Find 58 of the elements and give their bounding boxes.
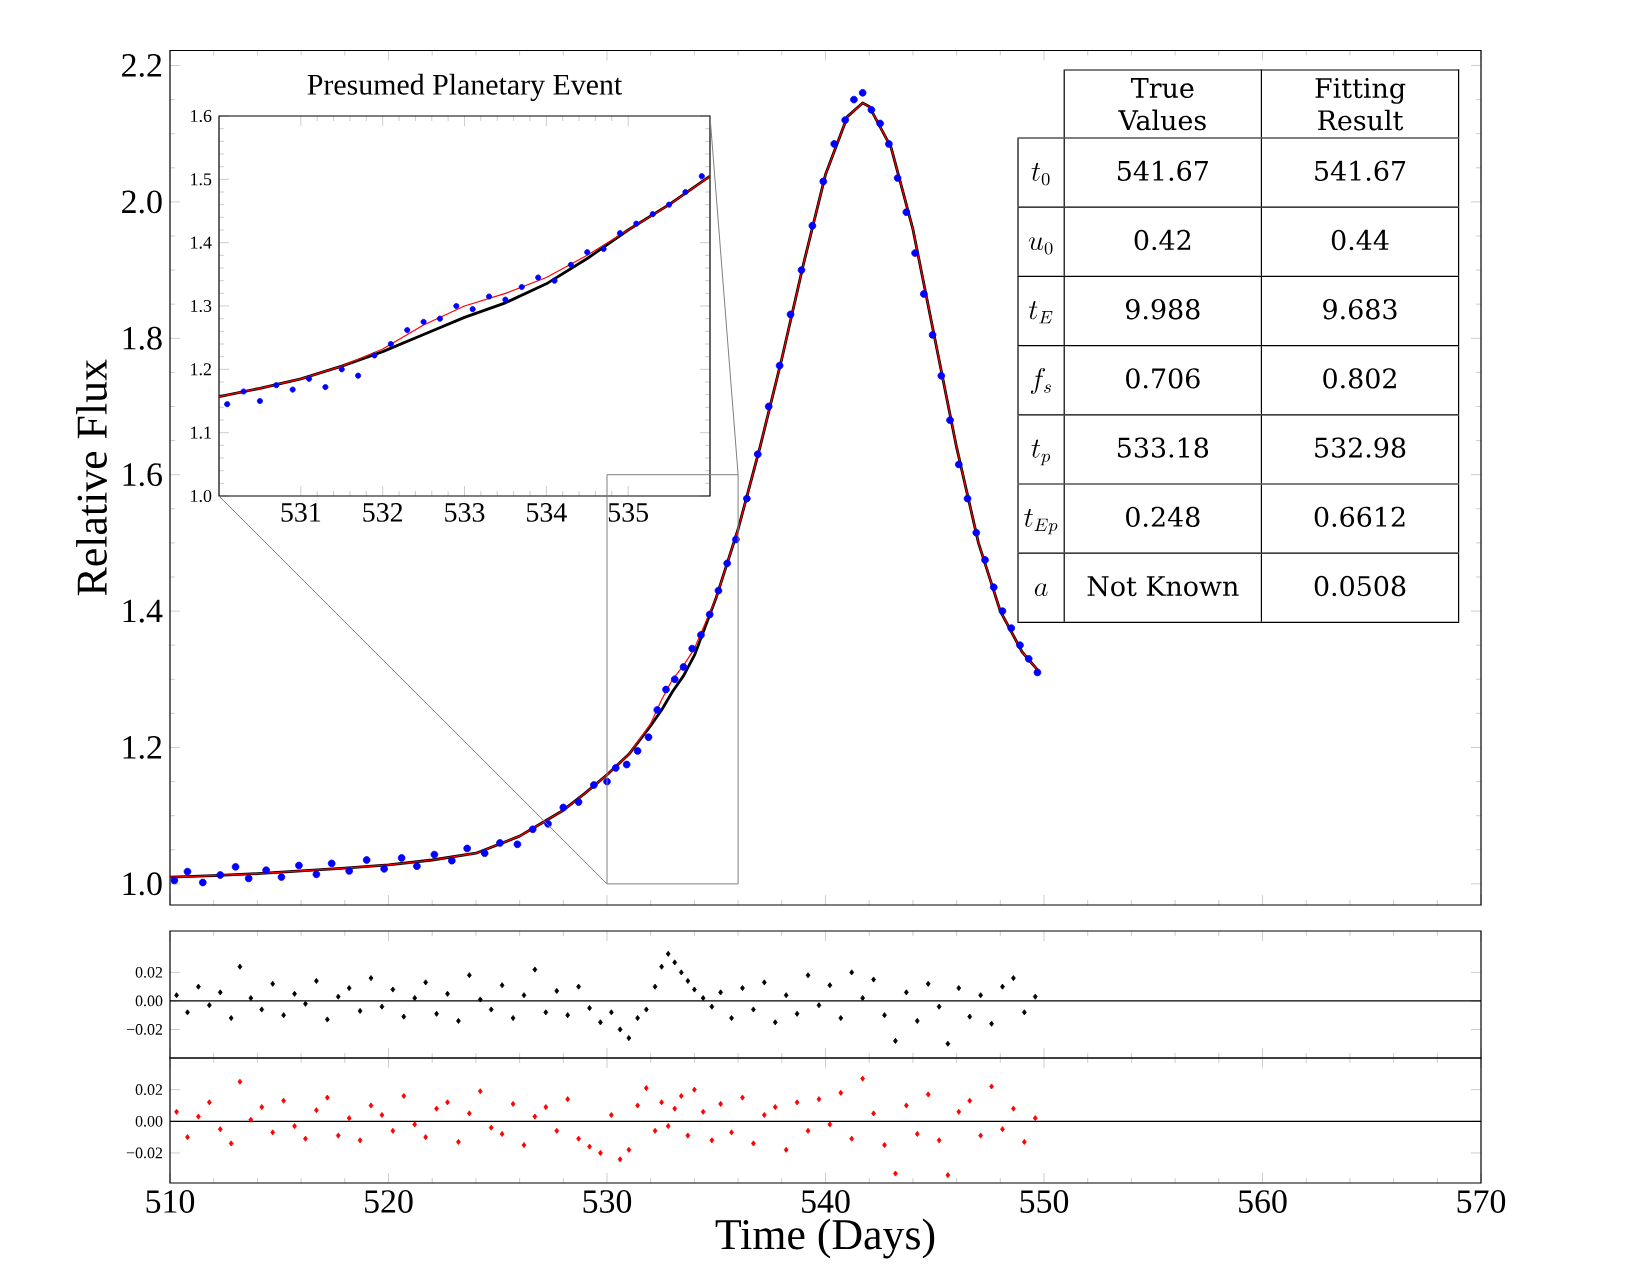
x-tick-label: 533 (445, 503, 485, 522)
y-tick-label: 1.4 (191, 236, 212, 249)
text: 0.248 (1126, 506, 1200, 527)
y-tick-label: 1.6 (191, 109, 212, 123)
x-tick-label: 534 (527, 503, 567, 522)
y-tick-label: 1.2 (123, 736, 162, 759)
text: 0.44 (1331, 229, 1389, 251)
category-label: $t_{p}$ (1031, 439, 1051, 466)
text: 541.67 (1315, 160, 1406, 181)
x-tick-label: 531 (281, 503, 321, 522)
text: 0.706 (1126, 368, 1200, 389)
text: 9.988 (1126, 299, 1200, 320)
y-tick-label: 1.1 (191, 426, 211, 439)
text: 0.802 (1323, 368, 1396, 389)
text: 0.0508 (1314, 575, 1406, 597)
text: 533.18 (1118, 437, 1209, 458)
text: 9.683 (1323, 299, 1397, 320)
category-label: $t_{0}$ (1031, 162, 1050, 186)
y-axis-title: Relative Flux (76, 359, 107, 596)
y-tick-label: −0.02 (126, 1024, 163, 1035)
category-label: $u_{0}$ (1028, 237, 1053, 255)
category-label: $a$ (1034, 583, 1048, 597)
x-tick-label: 550 (1020, 1190, 1069, 1213)
text: 541.67 (1118, 160, 1208, 181)
x-tick-label: 570 (1457, 1190, 1506, 1213)
x-tick-label: 535 (608, 503, 649, 522)
y-tick-label: 0.00 (135, 995, 163, 1007)
x-axis-title: Time (Days) (715, 1218, 935, 1259)
y-tick-label: 2.0 (122, 190, 162, 214)
y-tick-label: 1.8 (123, 326, 162, 350)
category-label: $t_{Ep}$ (1024, 508, 1058, 535)
text: 0.42 (1134, 229, 1191, 251)
y-tick-label: 1.0 (123, 872, 162, 896)
y-tick-label: 1.5 (191, 173, 212, 186)
x-tick-label: 560 (1239, 1190, 1287, 1213)
y-tick-label: 1.3 (191, 299, 212, 313)
x-tick-label: 510 (146, 1190, 195, 1213)
category-label: True Values (1118, 78, 1206, 131)
y-tick-label: 2.2 (122, 54, 162, 77)
category-label: Fitting Result (1315, 77, 1406, 131)
y-tick-label: 0.02 (135, 966, 163, 978)
x-tick-label: 532 (363, 503, 403, 522)
x-tick-label: 530 (583, 1190, 632, 1213)
text: 532.98 (1315, 437, 1406, 458)
y-tick-label: 0.02 (135, 1084, 163, 1096)
chart-title: Presumed Planetary Event (307, 73, 623, 101)
y-tick-label: 1.0 (191, 489, 212, 503)
y-tick-label: 1.4 (123, 599, 163, 623)
x-tick-label: 520 (365, 1190, 413, 1213)
y-tick-label: 0.00 (135, 1115, 163, 1127)
x-tick-label: 540 (802, 1190, 850, 1213)
category-label: $f_{s}$ (1030, 368, 1051, 395)
text: Not Known (1087, 576, 1239, 597)
y-tick-label: −0.02 (126, 1147, 163, 1159)
y-tick-label: 1.2 (191, 363, 211, 376)
y-tick-label: 1.6 (123, 463, 162, 487)
text: 0.6612 (1314, 506, 1405, 527)
category-label: $t_{E}$ (1028, 301, 1053, 324)
